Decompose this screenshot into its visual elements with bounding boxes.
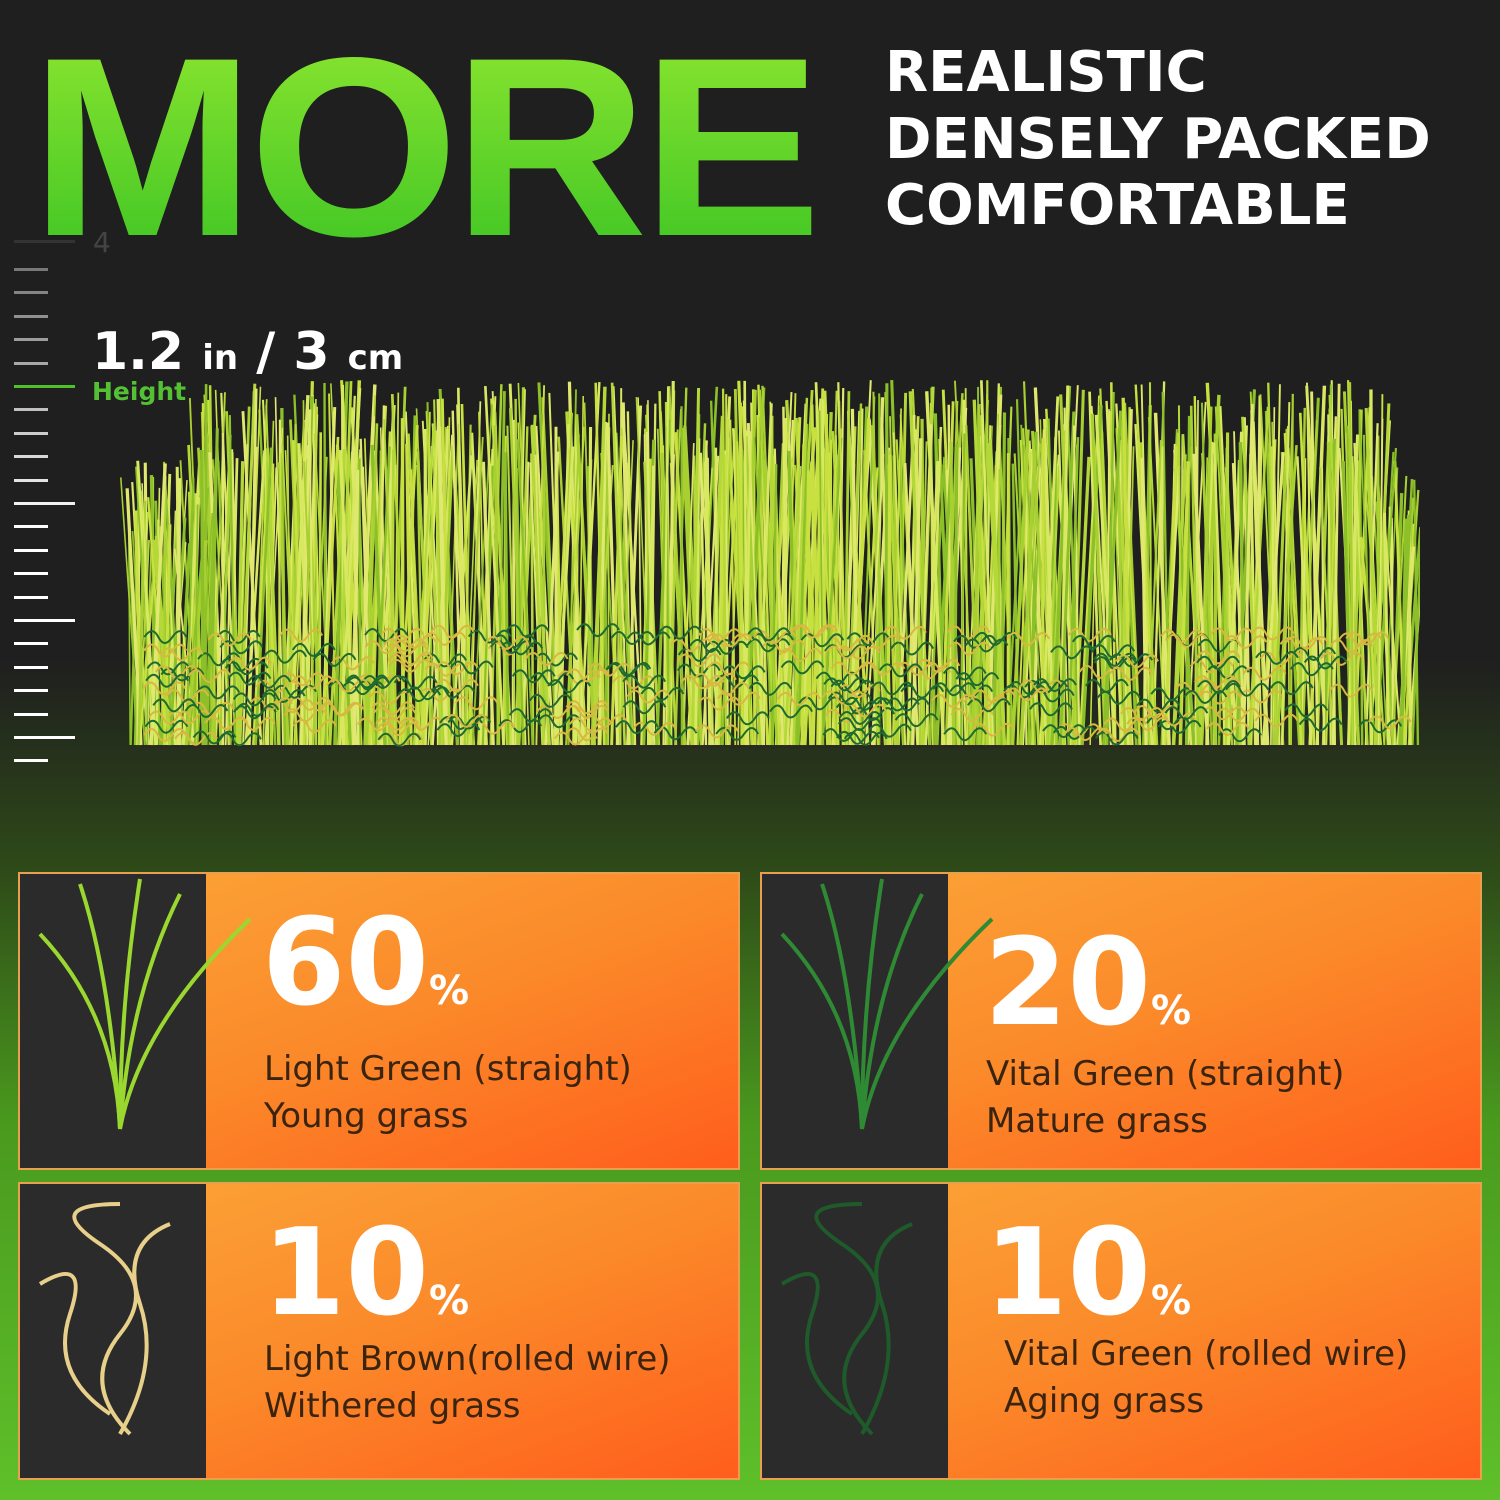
ruler-tick [14, 665, 48, 669]
card-grass-type: Young grass [264, 1096, 469, 1136]
ruler-tick [14, 736, 75, 739]
percent-value: 60% [262, 894, 470, 1033]
ruler-tick [14, 548, 48, 552]
ruler-tick [14, 408, 48, 412]
card-color-label: Vital Green (rolled wire) [1004, 1334, 1409, 1374]
ruler-tick [14, 619, 75, 622]
headline: MORE [30, 5, 822, 290]
card-color-label: Light Brown(rolled wire) [264, 1339, 671, 1379]
ruler-tick [14, 314, 48, 318]
ruler-tick [14, 385, 75, 388]
card-color-label: Light Green (straight) [264, 1049, 632, 1089]
ruler-tick [14, 525, 48, 529]
ruler-tick [14, 338, 48, 342]
vital-green-straight-blade-icon [780, 878, 994, 1130]
ruler-tick [14, 712, 48, 716]
unit-cm: cm [347, 338, 404, 378]
vital-green-curled-blade-icon [780, 1202, 913, 1436]
percent-value: 10% [262, 1204, 470, 1343]
card-image-panel [20, 1184, 206, 1478]
percent-value: 10% [984, 1204, 1192, 1343]
ruler-tick [14, 572, 48, 576]
card-grass-type: Mature grass [986, 1101, 1208, 1141]
card-image-panel [20, 874, 206, 1168]
separator: / [256, 322, 276, 382]
ruler-number: 4 [93, 226, 111, 259]
light-green-straight-blade-icon [38, 878, 252, 1130]
light-brown-curled-blade-icon [38, 1202, 171, 1436]
ruler-tick [14, 759, 48, 763]
ruler-tick [14, 478, 48, 482]
card-grass-type: Withered grass [264, 1386, 521, 1426]
ruler-tick [14, 240, 75, 243]
ruler-tick [14, 431, 48, 435]
ruler-tick [14, 502, 75, 505]
ruler-tick [14, 268, 48, 271]
card-color-label: Vital Green (straight) [986, 1054, 1345, 1094]
card-image-panel [762, 1184, 948, 1478]
card-grass-type: Aging grass [1004, 1381, 1205, 1421]
percent-value: 20% [984, 914, 1192, 1053]
height-value: 1.2 in / 3 cm [92, 322, 403, 382]
card-light-brown-rolled: 10% Light Brown(rolled wire) Withered gr… [18, 1182, 740, 1480]
card-vital-green-straight: 20% Vital Green (straight) Mature grass [760, 872, 1482, 1170]
feature-realistic: REALISTIC [885, 40, 1207, 105]
card-vital-green-rolled: 10% Vital Green (rolled wire) Aging gras… [760, 1182, 1482, 1480]
ruler-tick [14, 689, 48, 693]
ruler-tick [14, 291, 48, 295]
artificial-grass-image [120, 380, 1420, 748]
unit-inches: in [202, 338, 239, 378]
ruler-tick [14, 642, 48, 646]
feature-comfortable: COMFORTABLE [885, 173, 1350, 238]
height-label: Height [92, 377, 187, 406]
feature-densely-packed: DENSELY PACKED [885, 107, 1431, 172]
ruler-tick [14, 361, 48, 365]
height-inches: 1.2 [92, 322, 185, 382]
ruler-tick [14, 595, 48, 599]
card-light-green-straight: 60% Light Green (straight) Young grass [18, 872, 740, 1170]
height-cm: 3 [293, 322, 330, 382]
card-image-panel [762, 874, 948, 1168]
ruler-tick [14, 455, 48, 459]
